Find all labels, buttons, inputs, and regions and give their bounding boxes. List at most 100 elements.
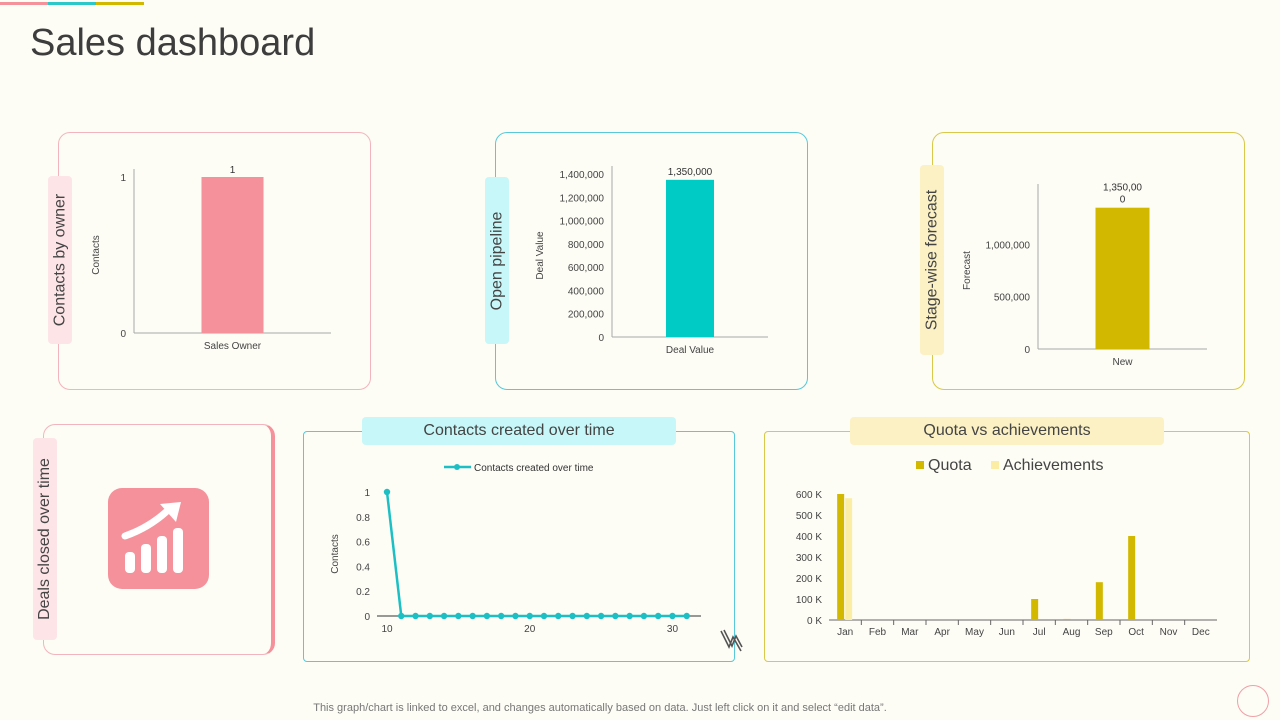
data-point — [626, 612, 633, 620]
achievement-bar — [845, 498, 853, 620]
x-tick-label: Sep — [1095, 627, 1113, 638]
data-point — [526, 612, 533, 620]
accent-bar-pink — [0, 2, 48, 5]
page-title: Sales dashboard — [30, 22, 316, 64]
contacts-by-owner-card[interactable]: 0 1 1 Sales Owner Contacts — [58, 132, 371, 390]
y-tick-label: 0.4 — [356, 562, 370, 573]
data-point — [583, 612, 591, 620]
bar — [666, 179, 714, 337]
y-tick-label: 1,400,000 — [560, 170, 605, 181]
contacts-by-owner-chart[interactable]: 0 1 1 Sales Owner Contacts — [69, 143, 364, 379]
x-tick-label: 20 — [524, 624, 536, 635]
data-point — [497, 612, 505, 620]
quota-tab-label: Quota vs achievements — [923, 422, 1091, 439]
data-point — [440, 612, 448, 620]
data-point — [569, 612, 576, 620]
y-tick-label: 400,000 — [568, 286, 605, 297]
x-tick-label: Oct — [1128, 627, 1144, 638]
quota-bar — [1063, 618, 1071, 620]
x-tick-label: Jan — [837, 627, 853, 638]
y-tick-label: 1,000,000 — [560, 217, 605, 228]
contacts-time-tab-label: Contacts created over time — [423, 422, 615, 439]
accent-bar-gold — [96, 2, 144, 5]
y-tick-label: 600 K — [796, 490, 822, 501]
y-tick-label: 100 K — [796, 595, 822, 606]
x-tick-label: Mar — [901, 627, 919, 638]
data-point — [540, 612, 548, 620]
data-point — [512, 612, 519, 620]
contacts-by-owner-tab-label: Contacts by owner — [51, 193, 69, 327]
bar-data-label: 1,350,00 — [1103, 183, 1142, 194]
data-point — [555, 612, 562, 620]
quota-tab: Quota vs achievements — [850, 417, 1164, 445]
data-point — [398, 612, 405, 620]
data-point — [654, 612, 662, 620]
open-pipeline-tab-label: Open pipeline — [488, 211, 505, 310]
y-tick-label: 400 K — [796, 532, 822, 543]
x-tick-label: May — [965, 627, 984, 638]
open-pipeline-chart[interactable]: 0 200,000 400,000 600,000 800,000 1,000,000 1,… — [506, 143, 801, 379]
stage-forecast-tab: Stage-wise forecast — [920, 165, 944, 355]
legend-swatch — [991, 461, 999, 469]
x-tick-label: Feb — [869, 627, 887, 638]
contacts-time-chart[interactable]: Contacts created over time 0 0.2 0.4 0.6 0.8 1… — [314, 454, 724, 654]
y-tick-label: 500,000 — [994, 293, 1031, 304]
open-pipeline-tab: Open pipeline — [485, 177, 509, 344]
x-tick-label: Jun — [999, 627, 1015, 638]
contacts-by-owner-tab: Contacts by owner — [48, 176, 72, 344]
contacts-time-tab: Contacts created over time — [362, 417, 676, 445]
data-point — [455, 612, 462, 620]
quota-bar — [1095, 582, 1103, 620]
legend-label: Quota — [928, 457, 972, 474]
y-tick-label: 0 — [364, 612, 370, 623]
x-tick-label: Aug — [1063, 627, 1081, 638]
deals-closed-tab: Deals closed over time — [33, 438, 57, 640]
quota-bar — [1031, 599, 1039, 620]
stage-forecast-card[interactable]: 0 500,000 1,000,000 1,350,00 0 New Forecast — [932, 132, 1245, 390]
data-point — [612, 612, 619, 620]
bar-data-label: 1 — [230, 165, 236, 176]
footer-note: This graph/chart is linked to excel, and… — [313, 702, 887, 714]
y-tick-label: 500 K — [796, 511, 822, 522]
legend-swatch — [916, 461, 924, 469]
y-axis-label: Contacts — [91, 235, 102, 274]
x-tick-label: Apr — [934, 627, 950, 638]
y-tick-label: 200,000 — [568, 310, 605, 321]
x-tick-label: 30 — [667, 624, 679, 635]
open-pipeline-card[interactable]: 0 200,000 400,000 600,000 800,000 1,000,000 1,… — [495, 132, 808, 390]
x-tick-label: 10 — [381, 624, 393, 635]
bar-data-label: 1,350,000 — [668, 167, 713, 178]
data-point — [383, 488, 391, 496]
deals-closed-tab-label: Deals closed over time — [36, 458, 53, 620]
y-tick-label: 1 — [120, 173, 126, 184]
y-tick-label: 1,200,000 — [560, 193, 605, 204]
legend-label: Achievements — [1003, 457, 1104, 474]
data-point — [640, 612, 648, 620]
resize-handle-icon[interactable] — [718, 627, 744, 653]
y-tick-label: 0.8 — [356, 513, 370, 524]
x-tick-label: Nov — [1160, 627, 1178, 638]
data-point — [412, 612, 419, 620]
y-tick-label: 600,000 — [568, 263, 605, 274]
deals-closed-card[interactable] — [43, 424, 275, 655]
y-tick-label: 200 K — [796, 574, 822, 585]
y-tick-label: 300 K — [796, 553, 822, 564]
growth-chart-icon — [108, 488, 209, 589]
data-point — [426, 612, 434, 620]
x-tick-label: Jul — [1033, 627, 1046, 638]
x-tick-label: Deal Value — [666, 345, 715, 356]
circle-decoration — [1237, 685, 1269, 717]
quota-card[interactable]: Quota Achievements 0 K 100 K 200 K 300 K 400 K… — [764, 431, 1250, 662]
accent-bar-teal — [48, 2, 96, 5]
y-axis-label: Contacts — [330, 534, 341, 573]
x-tick-label: New — [1112, 357, 1133, 368]
data-point — [669, 612, 676, 620]
data-point — [683, 612, 690, 620]
contacts-time-card[interactable]: Contacts created over time 0 0.2 0.4 0.6 0.8 1… — [303, 431, 735, 662]
quota-chart[interactable]: Quota Achievements 0 K 100 K 200 K 300 K 400 K… — [775, 454, 1241, 654]
y-tick-label: 0.2 — [356, 587, 370, 598]
bar-data-label: 0 — [1120, 195, 1126, 206]
data-point — [597, 612, 605, 620]
y-tick-label: 0 — [120, 329, 126, 340]
